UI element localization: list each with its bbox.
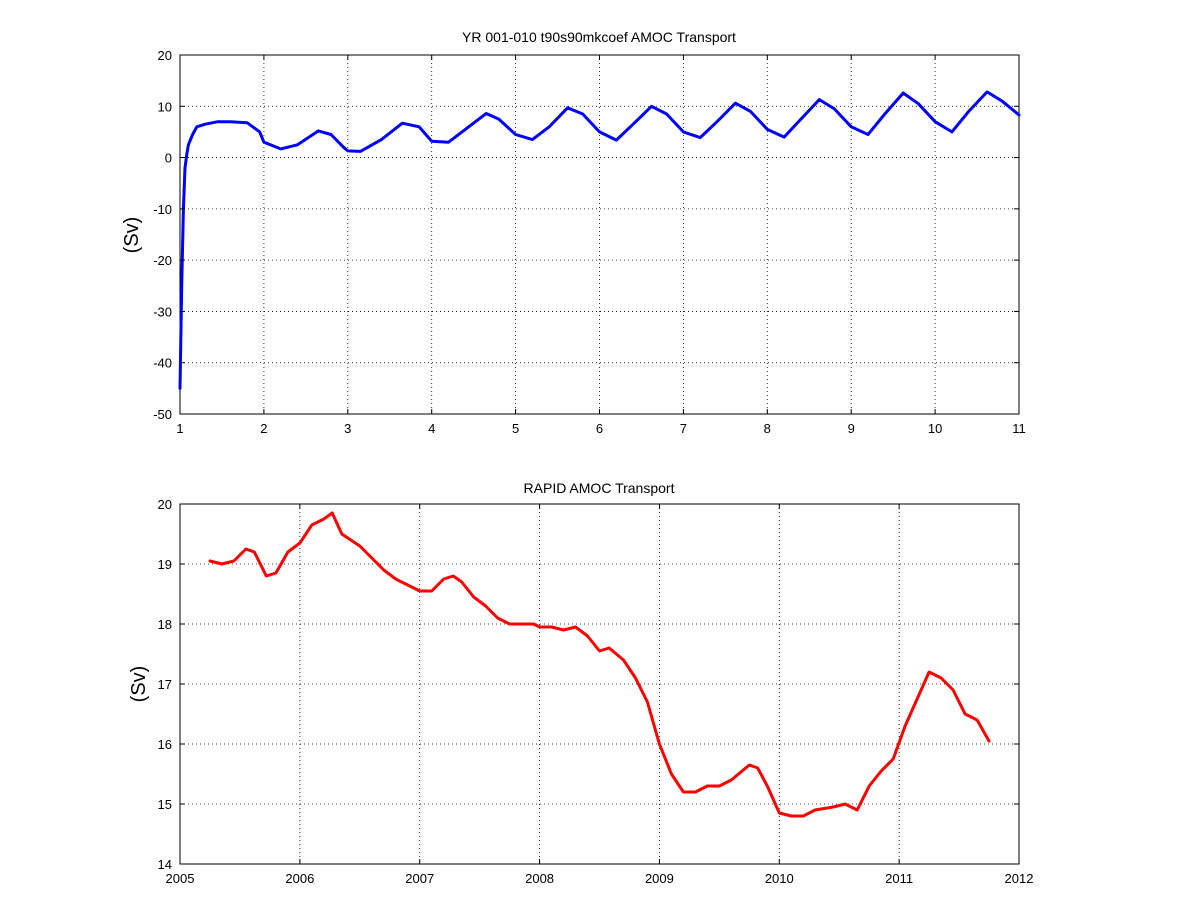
- x-tick-label: 2: [260, 421, 267, 436]
- chart-title: RAPID AMOC Transport: [524, 480, 675, 496]
- x-tick-label: 8: [764, 421, 771, 436]
- y-tick-label: 14: [158, 857, 172, 872]
- y-tick-labels: 14 15 16 17 18 19 20: [158, 497, 172, 872]
- y-tick-label: -30: [153, 304, 172, 319]
- y-tick-label: -10: [153, 202, 172, 217]
- x-tick-labels: 2005 2006 2007 2008 2009 2010 2011 2012: [166, 871, 1034, 886]
- y-tick-label: 15: [158, 797, 172, 812]
- x-tick-label: 11: [1012, 421, 1026, 436]
- x-tick-label: 1: [176, 421, 183, 436]
- x-tick-label: 2007: [405, 871, 434, 886]
- grid: [180, 504, 1019, 864]
- y-tick-label: 18: [158, 617, 172, 632]
- y-tick-label: 10: [158, 99, 172, 114]
- x-tick-label: 7: [680, 421, 687, 436]
- plot-area: [179, 503, 1020, 865]
- x-tick-labels: 1 2 3 4 5 6 7 8 9 10 11: [176, 421, 1025, 436]
- y-tick-label: 0: [165, 151, 172, 166]
- y-tick-label: -50: [153, 407, 172, 422]
- tick-marks: [179, 54, 1020, 415]
- y-tick-label: 17: [158, 677, 172, 692]
- x-tick-label: 5: [512, 421, 519, 436]
- x-tick-label: 2008: [525, 871, 554, 886]
- rapid-amoc-panel: 2005 2006 2007 2008 2009 2010 2011 2012 1415161…: [128, 480, 1033, 886]
- chart-title: YR 001-010 t90s90mkcoef AMOC Transport: [462, 29, 736, 45]
- model-amoc-panel: 1 2 3 4 5 6 7 8 9 10 11 -50 -40 -30 -20 -10 0 10 20 YR 00…: [121, 29, 1026, 436]
- y-tick-label: -20: [153, 253, 172, 268]
- x-tick-label: 10: [928, 421, 942, 436]
- y-tick-label: 20: [158, 48, 172, 63]
- series-line: [208, 511, 991, 818]
- x-tick-label: 3: [344, 421, 351, 436]
- y-tick-label: -40: [153, 356, 172, 371]
- x-tick-label: 2010: [765, 871, 794, 886]
- y-tick-label: 16: [158, 737, 172, 752]
- y-tick-label: 20: [158, 497, 172, 512]
- plot-area: [179, 54, 1020, 415]
- y-tick-labels: -50 -40 -30 -20 -10 0 10 20: [153, 48, 172, 422]
- x-tick-label: 6: [596, 421, 603, 436]
- tick-marks: [179, 503, 1020, 865]
- x-tick-label: 4: [428, 421, 435, 436]
- y-axis-label: (Sv): [121, 217, 143, 254]
- x-tick-label: 9: [848, 421, 855, 436]
- x-tick-label: 2006: [285, 871, 314, 886]
- x-tick-label: 2011: [885, 871, 913, 886]
- x-tick-label: 2005: [166, 871, 195, 886]
- x-tick-label: 2009: [645, 871, 674, 886]
- y-axis-label: (Sv): [128, 666, 150, 703]
- y-tick-label: 19: [158, 557, 172, 572]
- x-tick-label: 2012: [1005, 871, 1034, 886]
- series-line: [178, 90, 1021, 390]
